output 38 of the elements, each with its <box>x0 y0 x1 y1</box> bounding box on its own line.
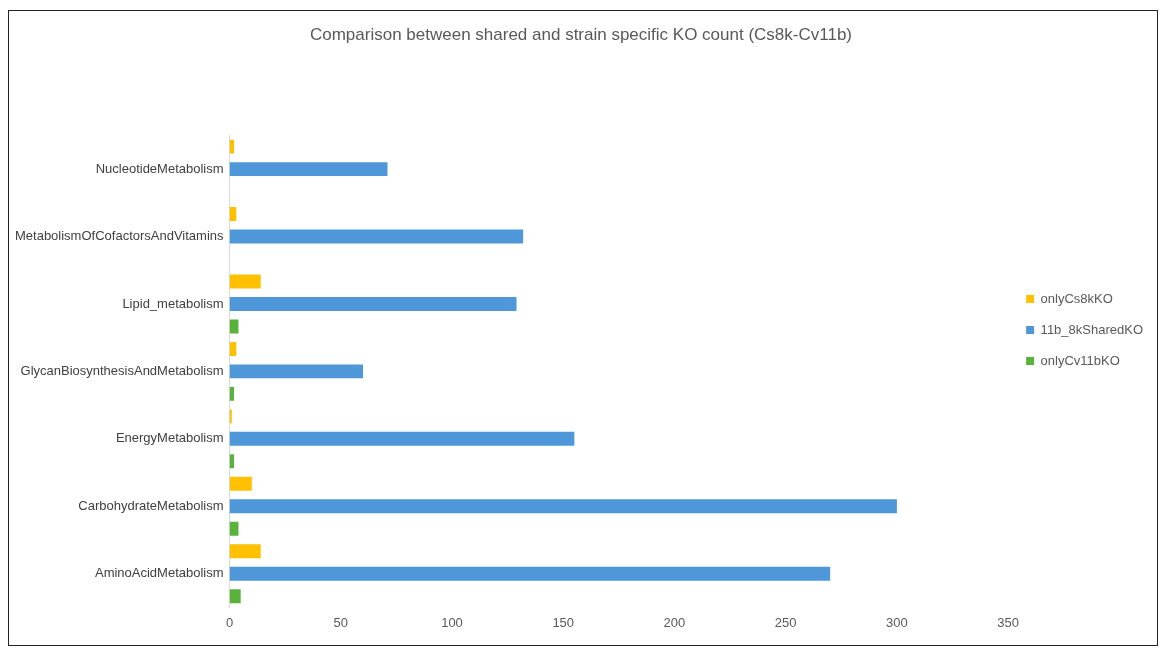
bar <box>229 409 232 424</box>
bar <box>229 274 261 289</box>
x-tick-label: 200 <box>663 614 686 630</box>
bar <box>229 297 517 311</box>
bar <box>229 364 364 379</box>
bar <box>229 162 388 177</box>
legend-label: 11b_8kSharedKO <box>1040 321 1143 337</box>
x-tick-label: 100 <box>441 614 463 630</box>
bar <box>229 589 241 604</box>
chart-title: Comparison between shared and strain specific KO count (Cs8k-Cv11b) <box>309 24 853 44</box>
legend-label: onlyCv11bKO <box>1040 352 1120 368</box>
y-tick-label: NucleotideMetabolism <box>95 160 224 176</box>
y-tick-label: CarbohydrateMetabolism <box>78 497 224 513</box>
bar <box>229 139 235 154</box>
y-tick-label: EnergyMetabolism <box>115 430 224 446</box>
bar <box>229 229 524 244</box>
bar <box>229 544 261 559</box>
y-tick-label: Lipid_metabolism <box>122 295 224 311</box>
x-tick-label: 350 <box>997 614 1019 630</box>
bar <box>229 566 831 581</box>
x-tick-label: 250 <box>774 614 797 630</box>
y-tick-label: MetabolismOfCofactorsAndVitamins <box>14 228 225 244</box>
bar <box>229 319 239 334</box>
bar <box>229 431 575 446</box>
bar <box>229 386 235 401</box>
x-tick-label: 50 <box>333 614 349 630</box>
y-tick-label: GlycanBiosynthesisAndMetabolism <box>20 362 224 378</box>
x-tick-label: 0 <box>225 614 234 630</box>
x-tick-label: 300 <box>886 614 908 630</box>
bar <box>229 521 239 536</box>
y-tick-label: AminoAcidMetabolism <box>94 565 224 581</box>
legend-label: onlyCs8kKO <box>1040 290 1113 306</box>
bar <box>229 499 897 514</box>
bar <box>229 454 235 469</box>
bar <box>229 476 252 491</box>
bar <box>229 341 237 356</box>
x-tick-label: 150 <box>552 614 575 630</box>
bar <box>229 207 237 222</box>
